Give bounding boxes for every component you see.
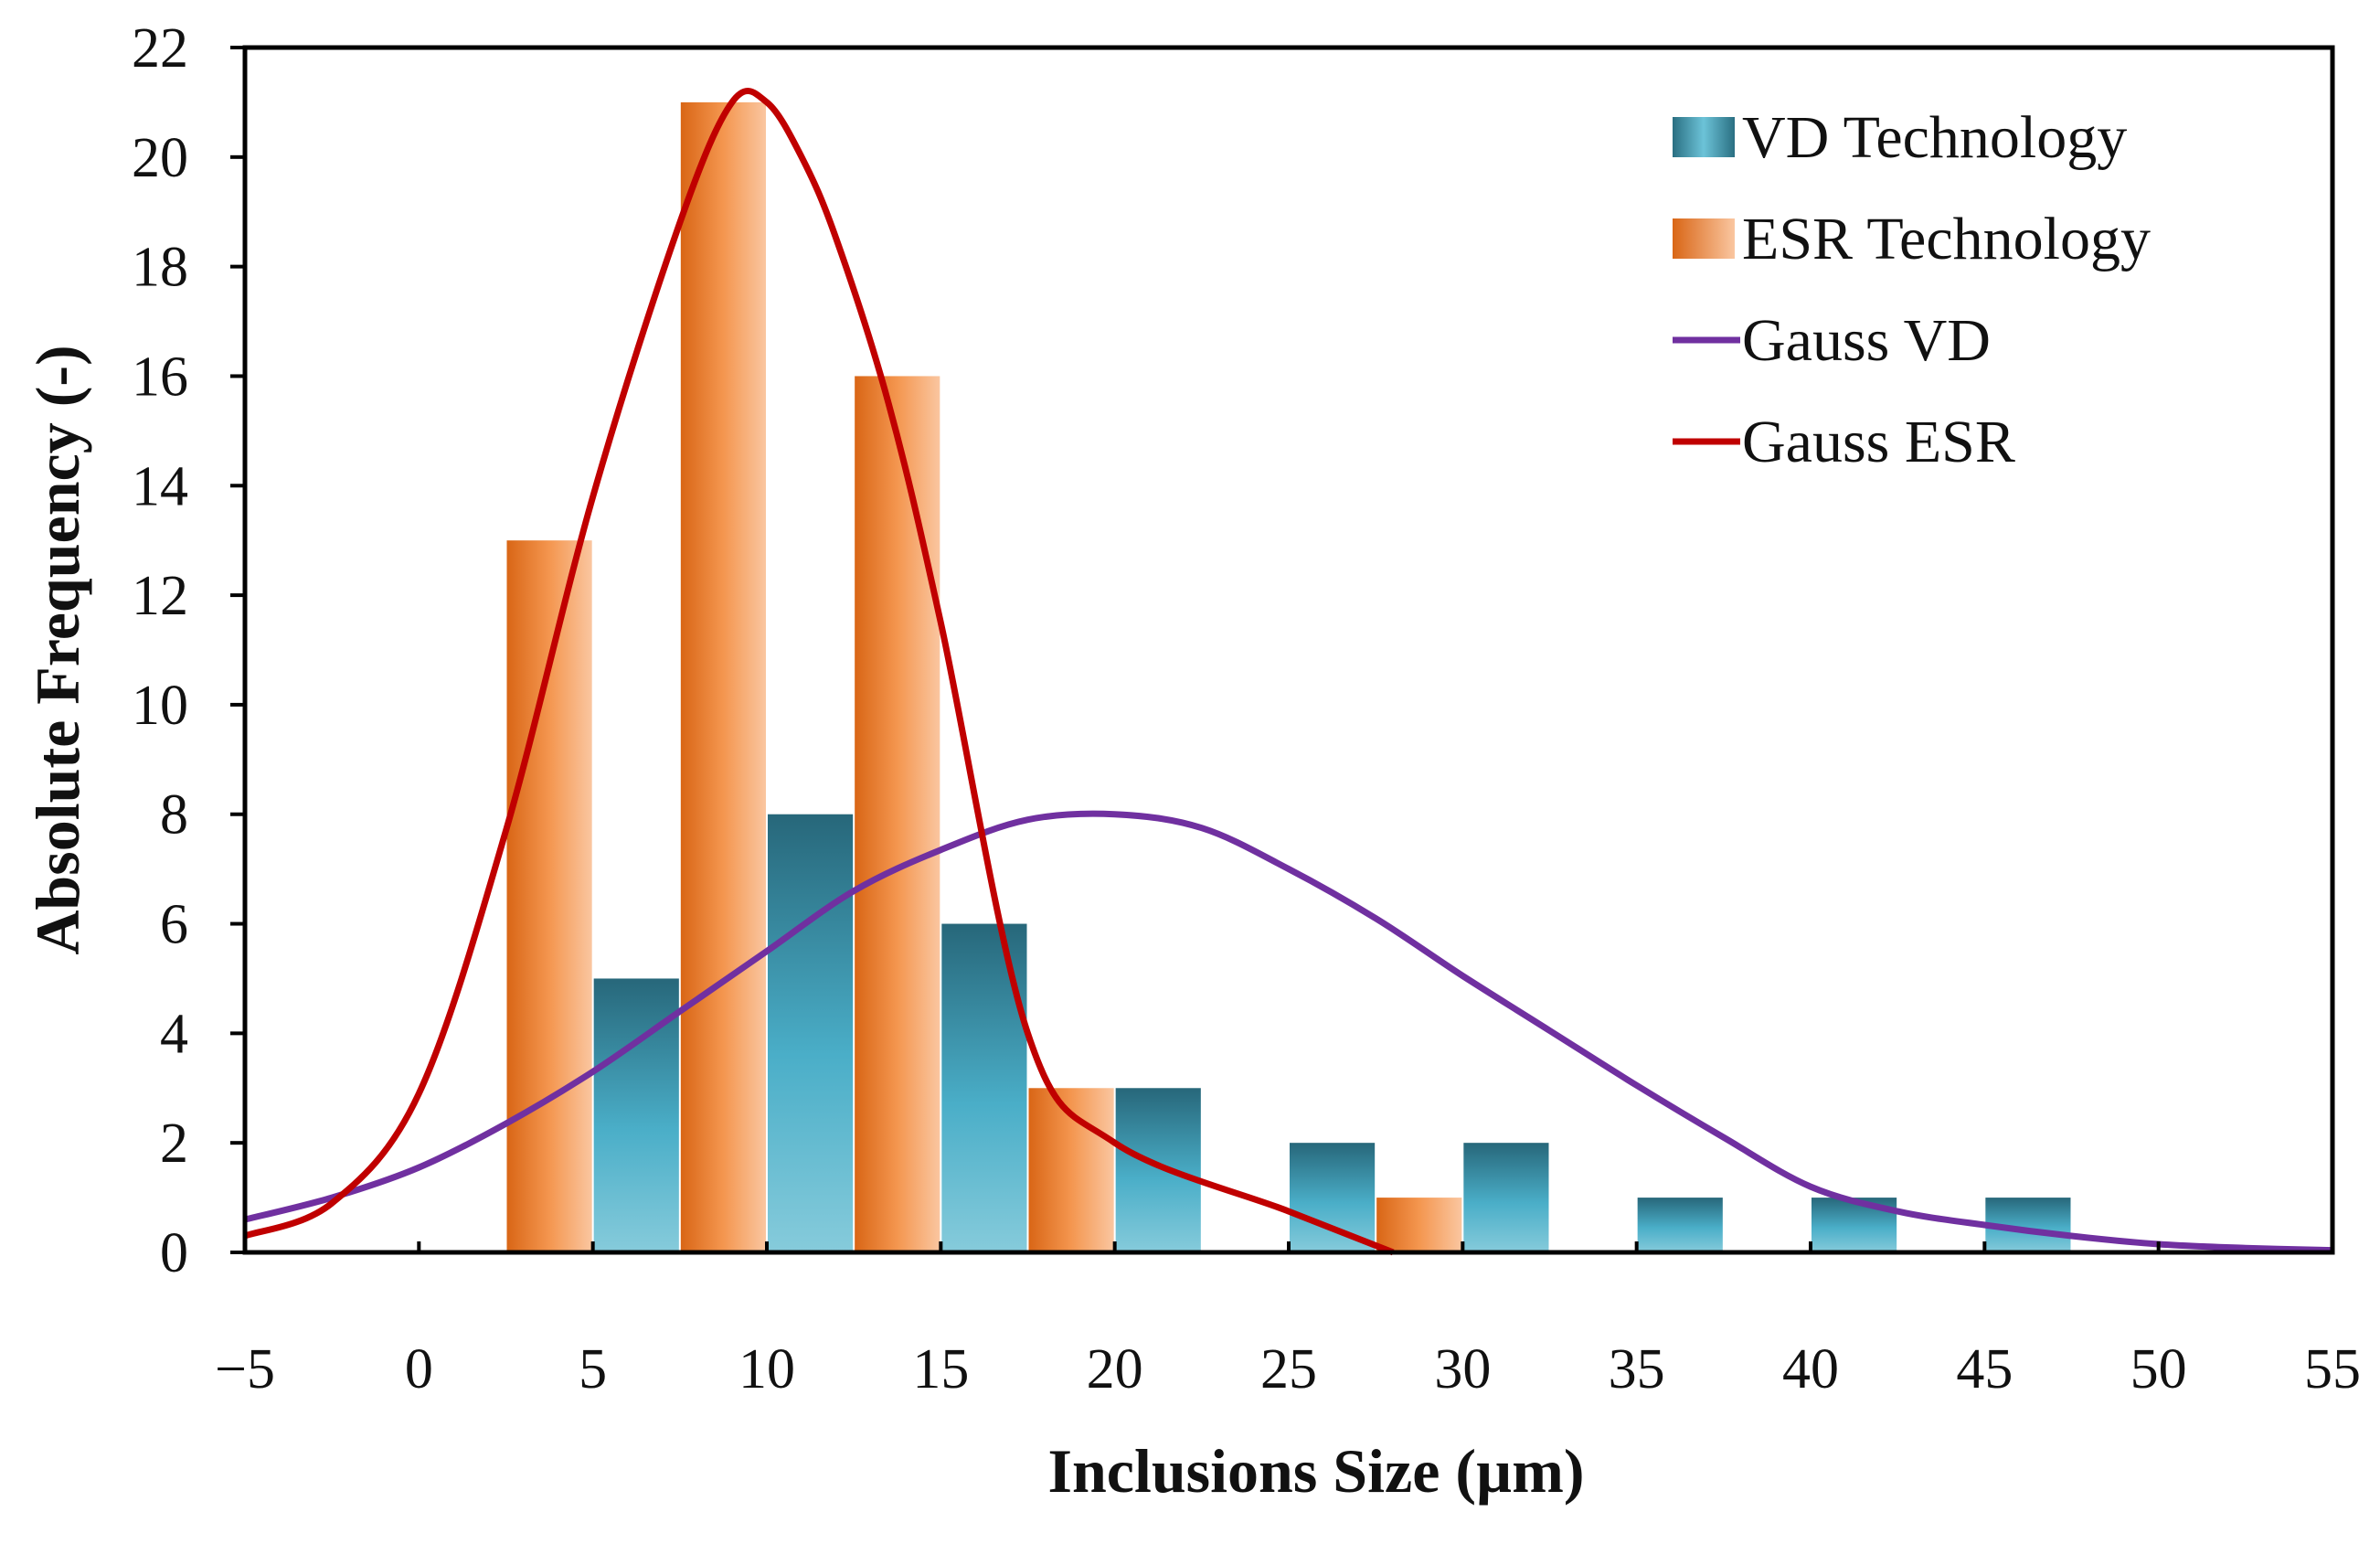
legend-swatch-vd [1673, 117, 1735, 157]
vd-bar-1 [768, 814, 854, 1252]
x-tick-label-0: −5 [215, 1338, 275, 1400]
legend-label-esr: ESR Technology [1742, 206, 2151, 272]
x-tick-label-4: 15 [912, 1338, 969, 1400]
y-tick-label-9: 18 [132, 237, 188, 299]
legend-label-vd: VD Technology [1742, 104, 2127, 171]
x-tick-label-1: 0 [405, 1338, 433, 1400]
axes-layer: −5 0 5 10 15 20 25 30 35 40 45 50 55 0 2 4 6 8 10 12 14 16 18 2… [23, 17, 2361, 1506]
y-tick-label-7: 14 [132, 455, 188, 517]
y-tick-label-5: 10 [132, 675, 188, 737]
lines-layer [243, 88, 2333, 1256]
esr-bar-0 [506, 540, 592, 1252]
y-tick-label-1: 2 [160, 1113, 188, 1175]
x-tick-label-9: 40 [1782, 1338, 1839, 1400]
bars-layer [506, 101, 2071, 1253]
esr-bar-2 [855, 376, 940, 1252]
vd-bar-3 [1115, 1088, 1201, 1252]
legend-swatch-esr [1673, 218, 1735, 259]
x-tick-label-2: 5 [579, 1338, 607, 1400]
legend-label-gauss-vd: Gauss VD [1742, 307, 1991, 374]
x-tick-label-3: 10 [738, 1338, 795, 1400]
vd-bar-6 [1637, 1198, 1723, 1252]
y-tick-label-11: 22 [132, 17, 188, 80]
y-tick-label-2: 4 [160, 1003, 188, 1065]
esr-bar-1 [680, 101, 766, 1253]
x-tick-label-7: 30 [1434, 1338, 1491, 1400]
y-tick-label-4: 8 [160, 784, 188, 847]
x-tick-label-11: 50 [2130, 1338, 2187, 1400]
esr-bar-4 [1376, 1198, 1462, 1252]
y-tick-label-10: 20 [132, 127, 188, 189]
x-axis-title: Inclusions Size (µm) [1048, 1436, 1585, 1506]
gauss-esr-line [243, 88, 1395, 1256]
x-tick-label-6: 25 [1260, 1338, 1317, 1400]
x-tick-label-12: 55 [2304, 1338, 2361, 1400]
legend: VD Technology ESR Technology Gauss VD Gauss… [1673, 104, 2151, 475]
y-tick-label-6: 12 [132, 565, 188, 627]
x-tick-label-8: 35 [1609, 1338, 1665, 1400]
y-tick-label-0: 0 [160, 1222, 188, 1284]
vd-bar-5 [1463, 1143, 1549, 1252]
vd-bar-4 [1290, 1143, 1376, 1252]
y-tick-label-3: 6 [160, 894, 188, 956]
gauss-vd-line [244, 810, 2333, 1254]
y-axis-title: Absolute Frequency (-) [23, 345, 92, 954]
x-tick-label-5: 20 [1087, 1338, 1143, 1400]
x-tick-label-10: 45 [1956, 1338, 2013, 1400]
legend-label-gauss-esr: Gauss ESR [1742, 409, 2015, 475]
y-tick-label-8: 16 [132, 346, 188, 408]
